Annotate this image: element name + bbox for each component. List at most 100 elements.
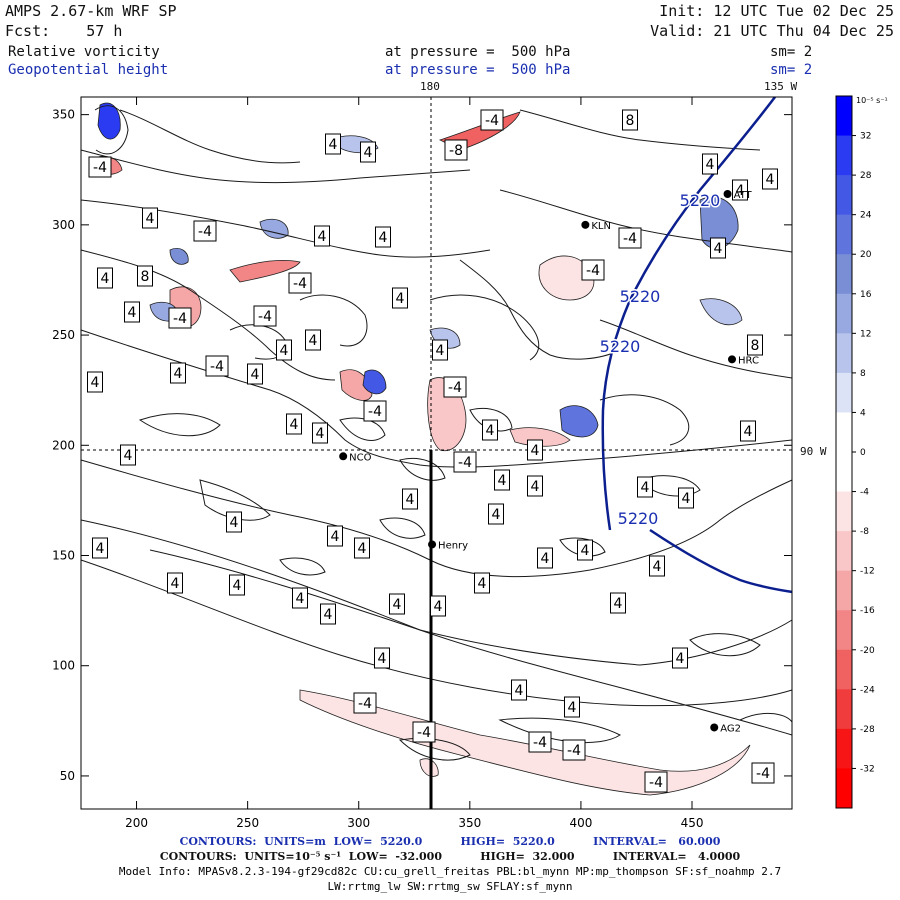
vorticity-contour xyxy=(459,259,621,360)
contour-label: 4 xyxy=(614,596,623,612)
contour-label-box xyxy=(432,339,448,361)
contour-label: 4 xyxy=(406,492,415,508)
positive-vorticity-area xyxy=(169,247,189,265)
contour-label: 4 xyxy=(515,683,524,699)
contour-label-box xyxy=(762,168,778,190)
contour-label: 4 xyxy=(492,507,501,523)
height-label: 5220 xyxy=(680,191,721,210)
vorticity-contour xyxy=(80,149,471,184)
negative-vorticity-area xyxy=(229,260,301,283)
vorticity-contour xyxy=(94,105,129,155)
field2-smooth: sm= 2 xyxy=(770,62,813,78)
contour-label: -4 xyxy=(210,359,224,375)
contour-label-box xyxy=(747,334,763,356)
colorbar: 32 28 24 20 16 12 8 4 0 -4 -8 -12 -16 -20 -24 -28 -32 10⁻… xyxy=(835,95,888,809)
contour-label-box xyxy=(375,226,391,248)
contour-label: 4 xyxy=(91,375,100,391)
vorticity-contour xyxy=(599,394,690,446)
vorticity-contour xyxy=(149,549,793,666)
colorbar-swatch xyxy=(836,491,852,532)
x-tick-label: 400 xyxy=(569,816,592,830)
contour-label-box xyxy=(354,537,370,559)
contour-label: 4 xyxy=(233,578,242,594)
contour-label-box xyxy=(751,762,775,784)
contour-label: 4 xyxy=(324,607,333,623)
contour-label: 4 xyxy=(682,491,691,507)
contour-label-box xyxy=(170,362,186,384)
contour-label-box xyxy=(564,696,580,718)
contour-label: 4 xyxy=(331,529,340,545)
colorbar-tick-label: -24 xyxy=(860,685,875,695)
colorbar-swatch xyxy=(836,689,852,730)
vorticity-contour xyxy=(379,517,426,539)
contour-label-box xyxy=(167,572,183,594)
station-marker xyxy=(428,540,437,549)
colorbar-tick-label: 32 xyxy=(860,132,871,142)
vorticity-contour xyxy=(559,537,606,557)
contour-label: -8 xyxy=(449,143,463,159)
colorbar-swatch xyxy=(836,570,852,611)
colorbar-swatch xyxy=(836,135,852,176)
colorbar-swatch xyxy=(836,175,852,216)
contour-label-box xyxy=(618,227,642,249)
contour-label-box xyxy=(247,363,263,385)
x-tick-label: 200 xyxy=(125,816,148,830)
meridian-lines xyxy=(81,97,792,451)
contour-label: -4 xyxy=(368,404,382,420)
field2-level: at pressure = 500 hPa xyxy=(385,62,571,78)
field1-name: Relative vorticity xyxy=(8,44,160,60)
contour-label: 4 xyxy=(641,480,650,496)
contour-label-box xyxy=(168,307,192,329)
vorticity-contour xyxy=(339,417,386,441)
meridian-label-90w: 90 W xyxy=(800,445,827,458)
colorbar-swatch xyxy=(836,254,852,295)
vorticity-contour xyxy=(80,459,793,578)
contour-label-box xyxy=(87,371,103,393)
contour-label: -4 xyxy=(198,224,212,240)
contour-label: 4 xyxy=(171,576,180,592)
meridian-label-180: 180 xyxy=(420,80,440,93)
contour-label-box xyxy=(740,420,756,442)
height-contour-info: CONTOURS: UNITS=m LOW= 5220.0 HIGH= 5220… xyxy=(179,835,721,848)
colorbar-tick-label: -28 xyxy=(860,725,875,735)
contour-label: 4 xyxy=(290,417,299,433)
colorbar-swatch xyxy=(836,412,852,453)
x-tick-label: 300 xyxy=(347,816,370,830)
y-tick-label: 250 xyxy=(52,328,75,342)
contour-label-box xyxy=(92,537,108,559)
height-contour-5220 xyxy=(649,528,793,594)
contour-label: 4 xyxy=(174,366,183,382)
contour-label: -4 xyxy=(448,380,462,396)
contour-label-box xyxy=(702,153,718,175)
colorbar-swatch xyxy=(836,333,852,374)
contour-label-box xyxy=(622,109,638,131)
contour-label: 8 xyxy=(751,338,760,354)
height-contour-5220 xyxy=(601,96,776,531)
contour-label-box xyxy=(392,287,408,309)
vorticity-contour xyxy=(689,633,761,657)
positive-vorticity-area xyxy=(699,298,743,326)
station-label: NCO xyxy=(349,452,371,463)
contour-label: 4 xyxy=(744,424,753,440)
colorbar-swatch xyxy=(836,610,852,651)
contour-labels: 4 -4 4 8 4 -4 -4 -4 4 4 4 4 4 -8 -4 -4 -4 8 4 4 4 4 8 4 4 -4 4 4 4 4 4… xyxy=(87,109,778,793)
positive-vorticity-area xyxy=(362,369,387,395)
contour-label-box xyxy=(292,587,308,609)
contour-label-box xyxy=(581,259,605,281)
contour-label-box xyxy=(637,476,653,498)
station-label: KLN xyxy=(591,221,611,232)
contour-label: 4 xyxy=(358,541,367,557)
contour-label: 4 xyxy=(531,443,540,459)
contour-label-box xyxy=(142,207,158,229)
colorbar-tick-label: -32 xyxy=(860,764,875,774)
contour-label: 4 xyxy=(396,291,405,307)
colorbar-tick-label: 20 xyxy=(860,250,872,260)
model-info-radiation: LW:rrtmg_lw SW:rrtmg_sw SFLAY:sf_mynn xyxy=(327,880,573,893)
contour-label-box xyxy=(511,679,527,701)
contour-label-box xyxy=(312,422,328,444)
positive-vorticity-area xyxy=(97,102,121,140)
contour-label: 4 xyxy=(96,541,105,557)
contour-label: 4 xyxy=(486,423,495,439)
contour-label-box xyxy=(253,305,277,327)
